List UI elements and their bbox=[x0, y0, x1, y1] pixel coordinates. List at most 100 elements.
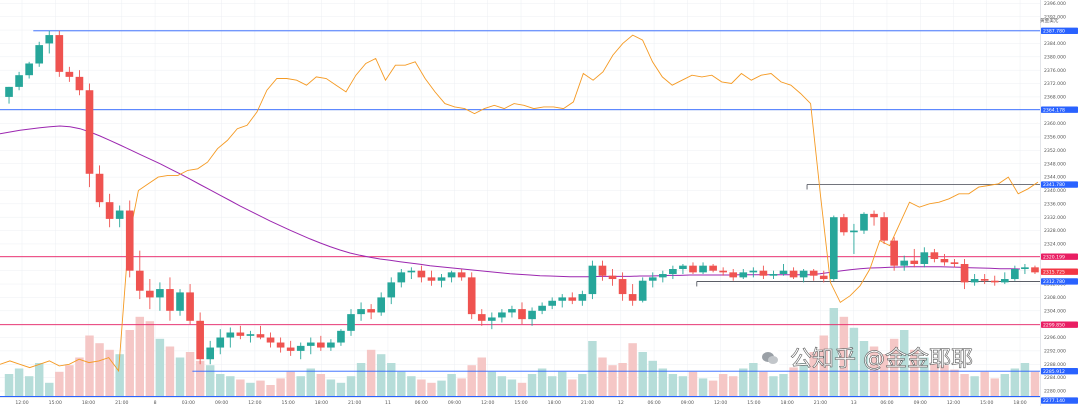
candle bbox=[819, 270, 828, 283]
volume-bar bbox=[326, 379, 336, 396]
candle bbox=[125, 200, 134, 278]
volume-bar bbox=[155, 338, 165, 396]
volume-bar bbox=[638, 352, 647, 396]
time-tick-label: 06:00 bbox=[880, 400, 893, 406]
volume-bar bbox=[588, 341, 597, 396]
candle bbox=[55, 30, 64, 77]
volume-bar bbox=[336, 382, 346, 396]
candle bbox=[65, 66, 74, 82]
candle-body bbox=[156, 289, 164, 298]
candle bbox=[890, 237, 898, 271]
price-tick-label: 2328.000 bbox=[1044, 228, 1066, 234]
candle bbox=[256, 325, 265, 340]
volume-bar bbox=[618, 363, 627, 396]
candle bbox=[35, 41, 44, 67]
candle-body bbox=[95, 173, 104, 203]
candle bbox=[226, 327, 235, 348]
candle-body bbox=[317, 342, 325, 348]
volume-bar bbox=[849, 327, 859, 396]
candle bbox=[528, 307, 536, 326]
candle bbox=[498, 309, 506, 323]
candle bbox=[930, 248, 939, 263]
price-tick-label: 2324.000 bbox=[1044, 242, 1066, 248]
candle-body bbox=[65, 71, 74, 77]
candle-body bbox=[447, 272, 456, 278]
volume-bar bbox=[376, 354, 386, 396]
volume-bar bbox=[205, 365, 215, 396]
volume-bar bbox=[397, 371, 406, 396]
price-tag-label: 2299.850 bbox=[1043, 322, 1065, 328]
price-tag-bg bbox=[1041, 321, 1078, 328]
candle-body bbox=[870, 213, 878, 218]
volume-bar bbox=[417, 379, 426, 396]
candle bbox=[357, 302, 365, 321]
candle bbox=[548, 297, 556, 310]
price-tick-label: 2380.000 bbox=[1044, 54, 1066, 60]
volume-bar bbox=[316, 374, 326, 396]
volume-bar bbox=[517, 382, 527, 396]
candle-body bbox=[829, 217, 838, 280]
candle-body bbox=[729, 272, 738, 278]
price-tag: 2277.140 bbox=[1041, 397, 1078, 404]
candle-body bbox=[789, 270, 798, 278]
candle bbox=[749, 267, 758, 278]
price-tick-label: 2304.000 bbox=[1044, 308, 1066, 314]
price-axis[interactable]: 2396.0002392.0002388.0002384.0002380.000… bbox=[1040, 0, 1066, 406]
candle bbox=[789, 267, 798, 280]
candle bbox=[206, 340, 215, 365]
price-tick-label: 2284.000 bbox=[1044, 375, 1066, 381]
candle-body bbox=[749, 270, 758, 273]
volume-bar bbox=[105, 349, 114, 396]
candle bbox=[427, 270, 436, 286]
candle-body bbox=[508, 309, 516, 313]
time-tick-label: 09:00 bbox=[215, 400, 228, 406]
volume-bar bbox=[165, 346, 175, 396]
candle bbox=[538, 302, 546, 315]
candle-body bbox=[15, 75, 23, 87]
price-tag-label: 2285.912 bbox=[1043, 369, 1065, 375]
time-tick-label: 15:00 bbox=[747, 400, 760, 406]
price-tick-label: 2368.000 bbox=[1044, 95, 1066, 101]
volume-bar bbox=[34, 363, 44, 396]
volume-bar bbox=[75, 357, 84, 396]
volume-bar bbox=[688, 371, 698, 396]
volume-bar bbox=[789, 367, 798, 396]
candle-body bbox=[488, 317, 496, 321]
price-tick-label: 2280.000 bbox=[1044, 389, 1066, 395]
time-tick-label: 11 bbox=[385, 400, 391, 406]
volume-bar bbox=[910, 349, 919, 396]
candle-body bbox=[669, 269, 677, 275]
price-tag-bg bbox=[1041, 397, 1078, 404]
candle-body bbox=[286, 347, 295, 351]
volume-bar bbox=[628, 343, 637, 396]
time-tick-label: 09:00 bbox=[681, 400, 694, 406]
price-tag: 2285.912 bbox=[1041, 368, 1078, 375]
price-tick-label: 2384.000 bbox=[1044, 41, 1066, 47]
candle-body bbox=[276, 342, 285, 348]
candle bbox=[1021, 264, 1029, 275]
volume-bar bbox=[608, 365, 617, 396]
volume-bar bbox=[407, 376, 416, 396]
volume-bar bbox=[185, 352, 195, 396]
candle-body bbox=[1031, 267, 1039, 273]
candle-body bbox=[85, 90, 94, 174]
volume-bar bbox=[125, 330, 134, 396]
candle-body bbox=[679, 265, 687, 270]
candle bbox=[417, 265, 426, 283]
candle bbox=[387, 277, 396, 305]
candle bbox=[166, 277, 174, 321]
time-tick-label: 06:00 bbox=[415, 400, 428, 406]
volume-bar bbox=[497, 376, 507, 396]
volume-bar bbox=[226, 376, 235, 396]
candle bbox=[628, 284, 637, 306]
candle-body bbox=[266, 337, 275, 343]
candle bbox=[115, 205, 124, 228]
candle bbox=[920, 247, 929, 268]
candle-body bbox=[498, 312, 506, 318]
candle-body bbox=[1021, 267, 1029, 270]
time-tick-label: 15:00 bbox=[49, 400, 62, 406]
candle bbox=[669, 265, 677, 280]
candle bbox=[608, 269, 617, 286]
time-axis[interactable]: 12:00 15:00 18:00 21:00 8 03:00 09:00 12:00 15:0… bbox=[0, 397, 1040, 406]
